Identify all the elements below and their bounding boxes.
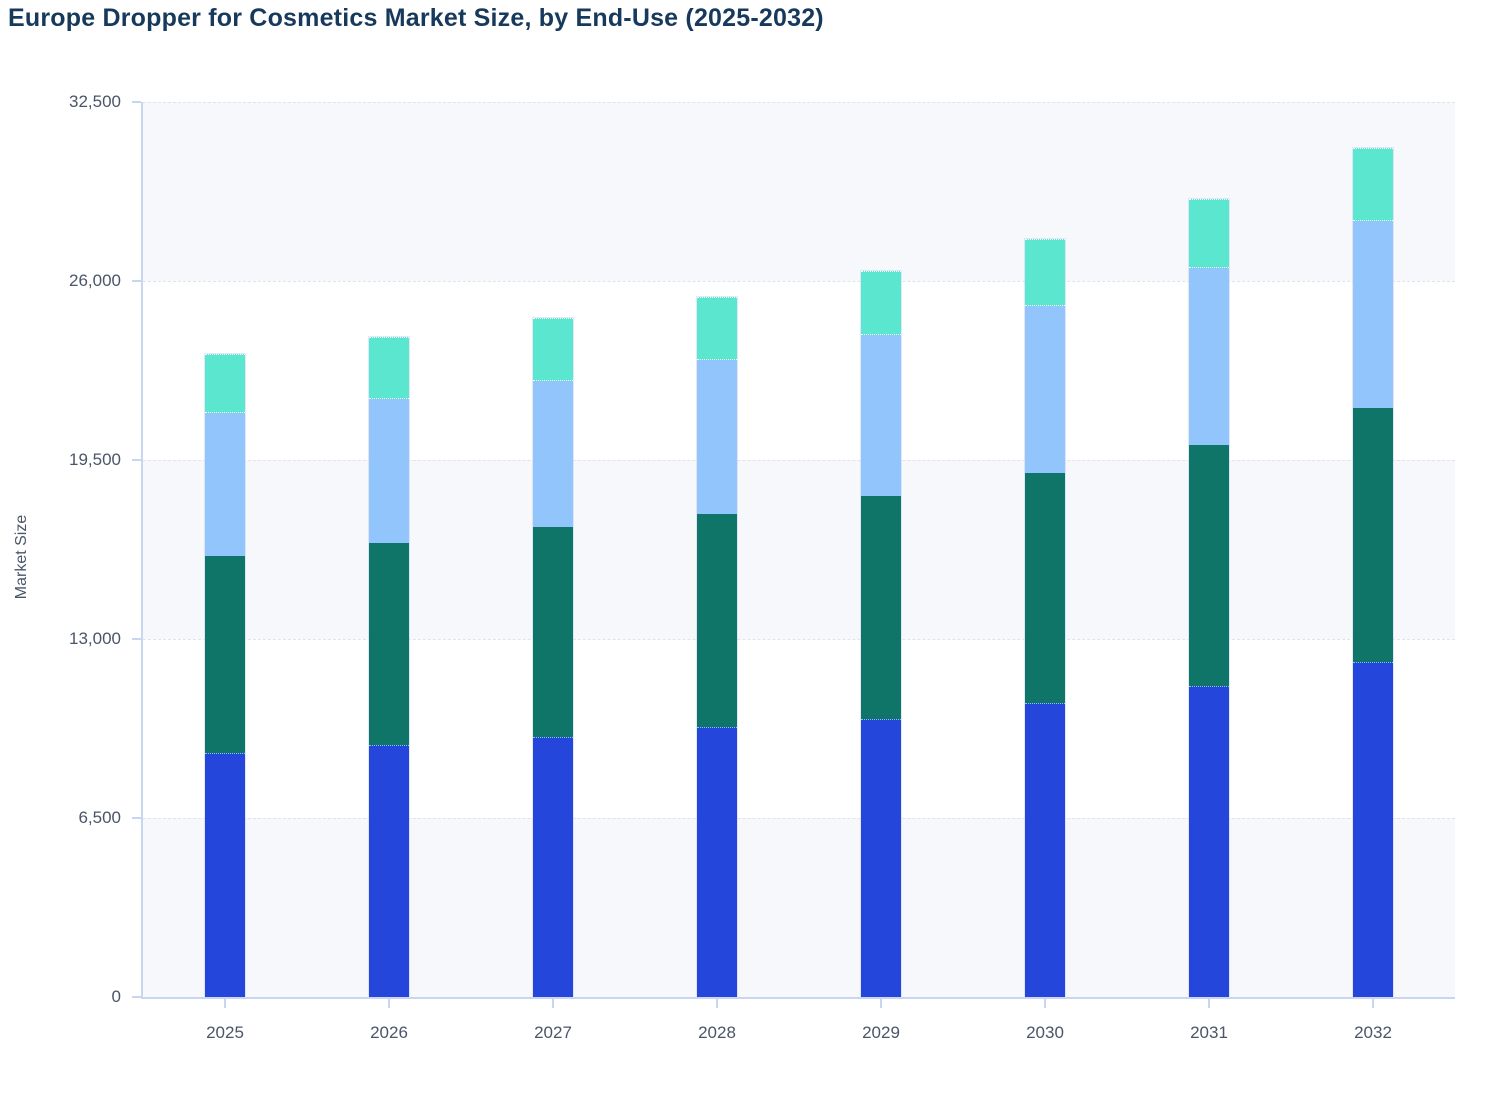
bar-segment-series-4-top[interactable] xyxy=(1353,148,1393,222)
y-tick-label: 0 xyxy=(111,987,121,1006)
x-axis-line xyxy=(141,997,1455,999)
x-tick-label: 2027 xyxy=(534,1023,572,1042)
y-tick-label: 19,500 xyxy=(69,450,121,469)
bar-group-2026[interactable] xyxy=(369,336,409,998)
x-tick-mark xyxy=(1372,999,1374,1008)
gridline xyxy=(143,639,1455,640)
x-tick-mark xyxy=(1208,999,1210,1008)
bar-segment-series-1-bottom[interactable] xyxy=(1189,686,1229,998)
y-tick-mark xyxy=(132,996,141,998)
x-tick-label: 2029 xyxy=(862,1023,900,1042)
bar-group-2030[interactable] xyxy=(1025,239,1065,998)
x-tick-label: 2028 xyxy=(698,1023,736,1042)
bar-segment-series-2[interactable] xyxy=(1353,408,1393,663)
bar-segment-series-3[interactable] xyxy=(861,333,901,497)
bar-group-2029[interactable] xyxy=(861,271,901,998)
bar-segment-series-3[interactable] xyxy=(205,410,245,557)
bar-segment-series-1-bottom[interactable] xyxy=(205,753,245,998)
x-tick-mark xyxy=(880,999,882,1008)
bar-segment-series-1-bottom[interactable] xyxy=(861,719,901,998)
bar-segment-series-4-top[interactable] xyxy=(533,318,573,382)
bar-segment-series-4-top[interactable] xyxy=(369,336,409,399)
plot-background-band xyxy=(143,818,1455,997)
x-tick-mark xyxy=(552,999,554,1008)
bar-segment-series-2[interactable] xyxy=(533,526,573,738)
plot-area xyxy=(143,102,1455,998)
y-tick-label: 13,000 xyxy=(69,629,121,648)
y-tick-label: 26,000 xyxy=(69,271,121,290)
y-tick-label: 32,500 xyxy=(69,92,121,111)
bar-group-2028[interactable] xyxy=(697,297,737,998)
x-tick-label: 2030 xyxy=(1026,1023,1064,1042)
y-tick-mark xyxy=(132,638,141,640)
bar-segment-series-2[interactable] xyxy=(861,496,901,720)
bar-group-2032[interactable] xyxy=(1353,148,1393,998)
plot-background-band xyxy=(143,639,1455,818)
x-tick-label: 2032 xyxy=(1354,1023,1392,1042)
bar-segment-series-1-bottom[interactable] xyxy=(369,745,409,998)
x-tick-label: 2025 xyxy=(206,1023,244,1042)
bar-group-2025[interactable] xyxy=(205,353,245,998)
bar-segment-series-4-top[interactable] xyxy=(1189,199,1229,269)
x-tick-label: 2026 xyxy=(370,1023,408,1042)
bar-segment-series-1-bottom[interactable] xyxy=(533,737,573,998)
gridline xyxy=(143,102,1455,103)
bar-segment-series-4-top[interactable] xyxy=(697,297,737,361)
bar-segment-series-4-top[interactable] xyxy=(205,353,245,413)
bar-segment-series-4-top[interactable] xyxy=(861,271,901,336)
bar-segment-series-3[interactable] xyxy=(533,379,573,527)
bar-segment-series-3[interactable] xyxy=(1353,219,1393,409)
y-tick-label: 6,500 xyxy=(78,808,121,827)
gridline xyxy=(143,460,1455,461)
bar-segment-series-3[interactable] xyxy=(1025,303,1065,474)
bar-group-2027[interactable] xyxy=(533,318,573,998)
gridline xyxy=(143,281,1455,282)
bar-group-2031[interactable] xyxy=(1189,199,1229,998)
bar-segment-series-2[interactable] xyxy=(205,556,245,753)
gridline xyxy=(143,818,1455,819)
bar-segment-series-3[interactable] xyxy=(1189,266,1229,446)
bar-segment-series-3[interactable] xyxy=(369,396,409,543)
bar-segment-series-1-bottom[interactable] xyxy=(1025,703,1065,998)
bar-segment-series-2[interactable] xyxy=(1189,445,1229,687)
bar-segment-series-2[interactable] xyxy=(1025,473,1065,703)
bar-segment-series-1-bottom[interactable] xyxy=(697,727,737,998)
bar-segment-series-4-top[interactable] xyxy=(1025,239,1065,306)
y-axis-title: Market Size xyxy=(13,514,30,600)
chart-title: Europe Dropper for Cosmetics Market Size… xyxy=(8,4,824,32)
plot-background-band xyxy=(143,281,1455,460)
bar-segment-series-2[interactable] xyxy=(369,542,409,745)
y-axis-line xyxy=(141,102,143,999)
y-tick-mark xyxy=(132,817,141,819)
x-tick-mark xyxy=(388,999,390,1008)
bar-segment-series-2[interactable] xyxy=(697,514,737,728)
y-tick-mark xyxy=(132,280,141,282)
plot-background-band xyxy=(143,460,1455,639)
x-tick-mark xyxy=(224,999,226,1008)
y-tick-mark xyxy=(132,101,141,103)
plot-background-band xyxy=(143,102,1455,281)
x-tick-mark xyxy=(716,999,718,1008)
y-tick-mark xyxy=(132,459,141,461)
bar-segment-series-3[interactable] xyxy=(697,358,737,515)
x-tick-label: 2031 xyxy=(1190,1023,1228,1042)
x-tick-mark xyxy=(1044,999,1046,1008)
bar-segment-series-1-bottom[interactable] xyxy=(1353,662,1393,998)
